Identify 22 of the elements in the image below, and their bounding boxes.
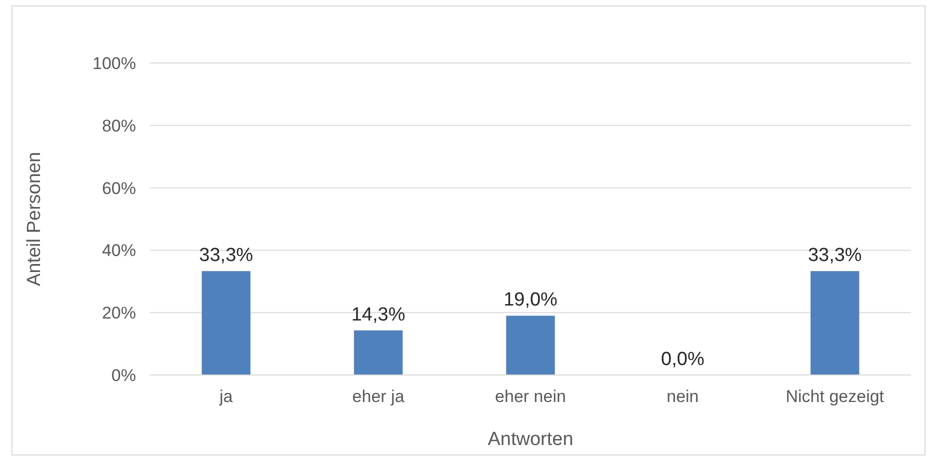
data-label: 33,3% [808, 245, 862, 266]
x-tick-label: ja [218, 387, 234, 406]
y-axis-title: Anteil Personen [24, 152, 45, 286]
y-tick-label: 20% [102, 304, 136, 323]
y-tick-label: 80% [102, 116, 136, 136]
bar [354, 330, 403, 375]
data-label: 33,3% [199, 245, 254, 266]
y-tick-label: 60% [102, 178, 136, 198]
x-tick-label: eher ja [352, 387, 405, 406]
x-tick-label: nein [666, 387, 699, 406]
x-axis-title: Antworten [488, 429, 574, 450]
y-tick-label: 40% [102, 241, 136, 260]
bar [506, 316, 555, 375]
bar [810, 271, 860, 375]
y-tick-label: 100% [92, 54, 136, 73]
x-tick-label: eher nein [495, 387, 566, 406]
data-label: 14,3% [351, 304, 406, 326]
x-tick-label: Nicht gezeigt [786, 387, 884, 406]
y-tick-label: 0% [111, 366, 136, 385]
bar [202, 271, 250, 375]
data-label: 0,0% [661, 349, 704, 370]
data-label: 19,0% [504, 290, 558, 311]
